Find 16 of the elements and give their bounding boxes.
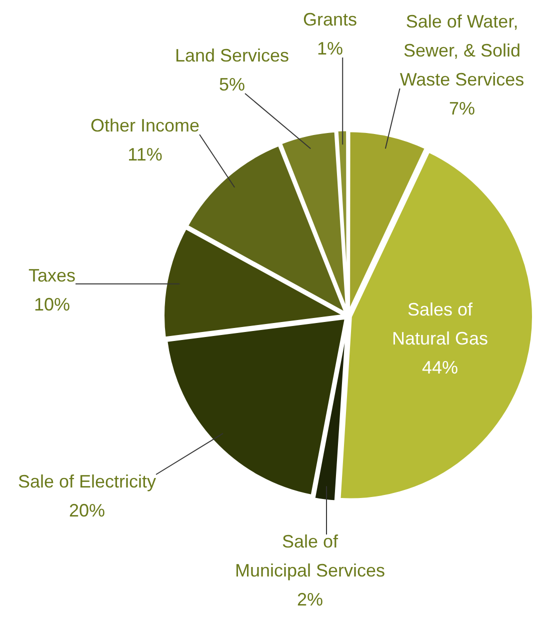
slice-label: Sale of Municipal Services — [234, 531, 386, 580]
slice-label: Taxes — [28, 265, 76, 286]
slice-label: Sale of Water, Sewer, & Solid Waste Services — [400, 11, 524, 90]
slice-label: Sales of Natural Gas — [392, 299, 488, 348]
slice-label: Sale of Electricity — [18, 471, 156, 492]
data-label: 5% — [218, 74, 246, 94]
data-label: 44% — [422, 357, 458, 378]
data-label: 20% — [68, 500, 106, 520]
slice-label: Other Income — [90, 115, 200, 136]
slice-label: Grants — [302, 9, 358, 30]
data-label: 7% — [448, 98, 476, 118]
data-label: 11% — [128, 144, 162, 164]
slice-label: Land Services — [174, 45, 290, 66]
data-label: 10% — [34, 294, 70, 314]
data-label: 2% — [296, 589, 324, 610]
data-label: 1% — [316, 38, 344, 58]
